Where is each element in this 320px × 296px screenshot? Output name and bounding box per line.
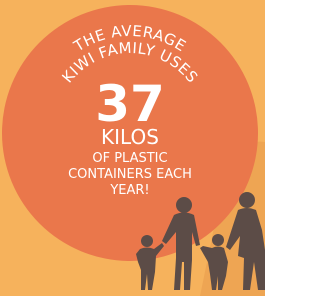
infographic: THE AVERAGE KIWI FAMILY USES 37 KILOS OF… bbox=[0, 0, 265, 296]
page: THE AVERAGE KIWI FAMILY USES 37 KILOS OF… bbox=[0, 0, 320, 296]
line: OF PLASTIC bbox=[92, 151, 167, 166]
unit: KILOS bbox=[101, 125, 159, 149]
line: CONTAINERS EACH bbox=[68, 167, 192, 182]
line: YEAR! bbox=[109, 183, 149, 198]
